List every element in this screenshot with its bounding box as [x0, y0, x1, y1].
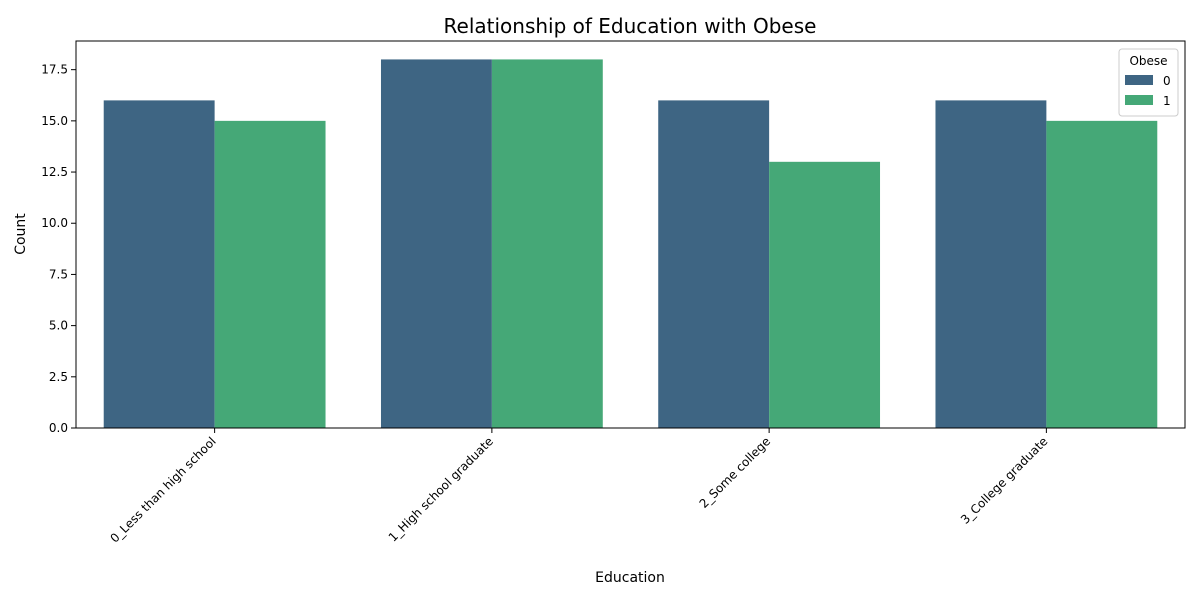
legend-label-1: 1 [1163, 94, 1171, 108]
legend-swatch-1 [1125, 95, 1153, 105]
y-axis-label: Count [13, 213, 29, 255]
chart-title: Relationship of Education with Obese [444, 14, 817, 38]
bar-2-series-1 [769, 161, 881, 428]
y-tick-label-2: 5.0 [49, 319, 68, 333]
legend-title: Obese [1129, 54, 1167, 68]
y-tick-label-7: 17.5 [41, 63, 68, 77]
legend: Obese 0 1 [1118, 48, 1179, 117]
x-tick-label-0: 0_Less than high school [107, 434, 218, 545]
y-tick-label-4: 10.0 [41, 216, 68, 230]
plot-area: 0.0 2.5 5.0 7.5 10.0 12.5 15.0 17.5 0_Less than … [41, 40, 1186, 545]
x-tick-label-3: 3_College graduate [958, 434, 1050, 526]
legend-swatch-0 [1125, 75, 1153, 85]
bar-1-series-1 [491, 59, 603, 429]
bar-3-series-1 [1046, 120, 1158, 429]
bar-3-series-0 [935, 100, 1047, 428]
plot-frame [75, 40, 1186, 429]
y-tick-label-3: 7.5 [49, 267, 68, 281]
legend-label-0: 0 [1163, 74, 1171, 88]
bar-0-series-0 [103, 100, 215, 428]
bar-0-series-1 [214, 120, 326, 429]
y-tick-label-0: 0.0 [49, 421, 68, 435]
bar-2-series-0 [658, 100, 770, 428]
x-axis-label: Education [595, 570, 665, 586]
y-tick-label-5: 12.5 [41, 165, 68, 179]
x-tick-label-2: 2_Some college [697, 434, 774, 511]
y-tick-label-1: 2.5 [49, 370, 68, 384]
bar-1-series-0 [380, 59, 492, 429]
x-tick-label-1: 1_High school graduate [386, 434, 496, 544]
y-tick-label-6: 15.0 [41, 114, 68, 128]
